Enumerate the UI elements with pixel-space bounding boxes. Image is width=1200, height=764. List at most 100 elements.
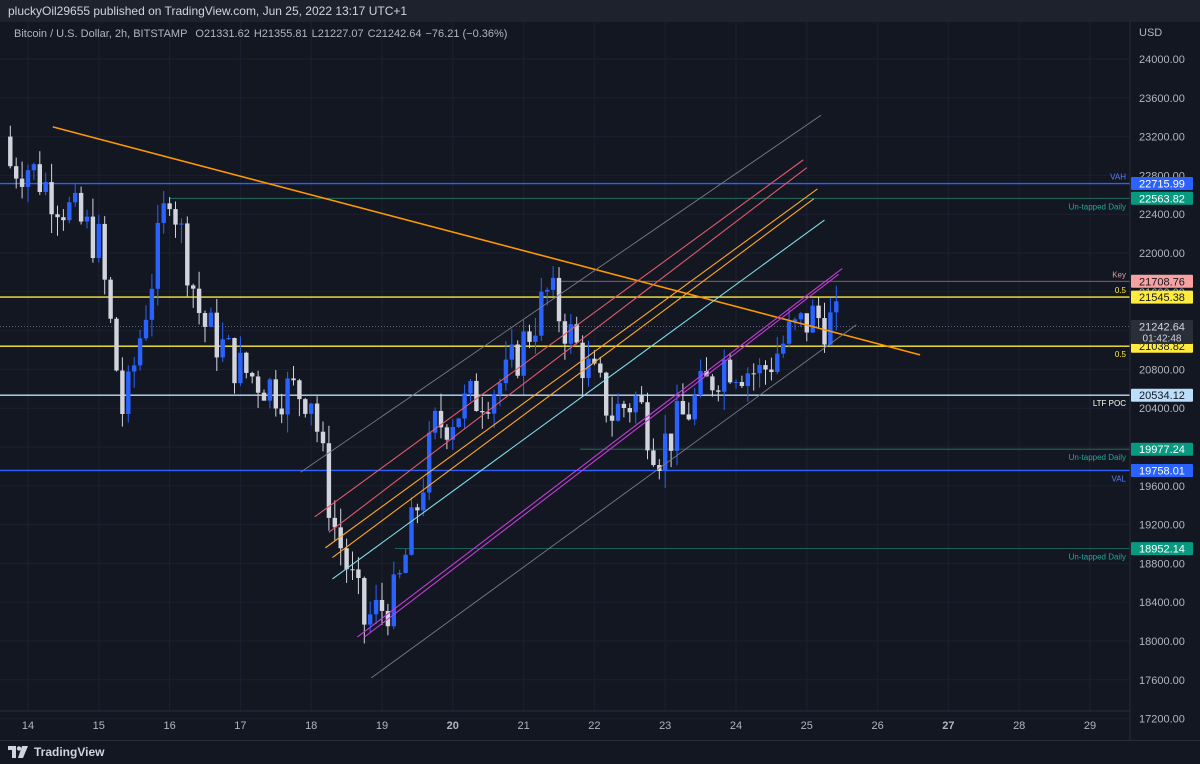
candle-body: [102, 223, 107, 280]
candle-body: [527, 331, 532, 342]
candle-body: [480, 411, 485, 413]
candle-body: [220, 339, 225, 358]
candle-body: [627, 408, 632, 413]
price-tick-label: 17200.00: [1139, 714, 1185, 726]
candle-body: [362, 578, 367, 625]
candle-body: [356, 569, 361, 579]
price-tick-label: 23200.00: [1139, 132, 1185, 144]
price-label-bg: [1131, 388, 1193, 402]
time-tick-label: 27: [942, 720, 954, 732]
candle-body: [261, 392, 267, 401]
candle-body: [562, 321, 568, 344]
candle-body: [456, 418, 461, 427]
candle-body: [403, 554, 408, 573]
candle-body: [444, 427, 450, 440]
candle-body: [733, 382, 739, 384]
candle-body: [639, 395, 644, 403]
trendline-cyan: [332, 219, 825, 580]
price-label-text: 21708.76: [1139, 276, 1185, 288]
candle-body: [90, 216, 96, 259]
time-axis[interactable]: 14 15 16 17 18 19 20 21 22 23 24 25 26 27 28 29: [22, 720, 1096, 732]
tradingview-logo[interactable]: TradingView: [8, 745, 104, 759]
candle-body: [834, 301, 839, 313]
candle-body: [804, 313, 809, 333]
candle-body: [173, 209, 178, 225]
candle-body: [297, 380, 302, 400]
candle-body: [645, 402, 650, 451]
trendline-orange-downtrend: [52, 126, 921, 356]
level-tag: LTF POC: [1093, 399, 1126, 408]
candle-body: [31, 164, 37, 171]
price-label-bg: [1131, 191, 1193, 205]
candle-body: [114, 318, 119, 371]
candle-body: [810, 305, 815, 333]
candle-body: [763, 365, 768, 370]
candle-body: [338, 527, 343, 549]
time-tick-label: 22: [588, 720, 600, 732]
time-tick-label: 25: [801, 720, 813, 732]
candle-body: [55, 214, 60, 218]
candle-body: [757, 365, 762, 374]
candle-body: [108, 279, 113, 319]
tradingview-brand: TradingView: [34, 745, 105, 759]
candle-body: [61, 217, 66, 221]
candle-body: [379, 599, 385, 611]
candle-body: [73, 192, 78, 203]
candle-body: [739, 382, 745, 387]
level-tag: 0.5: [1115, 350, 1127, 359]
candle-body: [214, 312, 219, 358]
candle-body: [244, 352, 249, 373]
tradingview-logo-icon: [8, 746, 28, 758]
candle-body: [37, 164, 42, 192]
candle-body: [727, 359, 733, 383]
trendline-channel-lower-gray: [371, 324, 857, 679]
price-tick-label: 18400.00: [1139, 597, 1185, 609]
candle-body: [132, 365, 137, 372]
candle-body: [432, 410, 438, 433]
price-tick-label: 18000.00: [1139, 636, 1185, 648]
candles: [8, 125, 839, 644]
time-tick-label: 17: [234, 720, 246, 732]
candle-body: [775, 353, 780, 373]
candle-body: [161, 203, 166, 223]
candle-body: [604, 372, 609, 416]
candle-body: [196, 288, 202, 314]
price-label-text: 21242.64: [1139, 321, 1185, 333]
low-value: L21227.07: [311, 28, 364, 40]
time-tick-label: 28: [1013, 720, 1025, 732]
price-tick-label: 19200.00: [1139, 520, 1185, 532]
time-tick-label: 29: [1084, 720, 1096, 732]
candle-body: [474, 380, 479, 412]
candle-body: [120, 370, 125, 415]
candle-body: [556, 277, 562, 322]
candle-body: [137, 338, 143, 366]
candle-body: [533, 335, 538, 342]
price-chart[interactable]: VAH Un-tapped Daily Key 0.5 0.5 LTF POC Un-tap…: [0, 22, 1200, 740]
candle-body: [226, 338, 231, 340]
candle-body: [326, 443, 332, 518]
candle-body: [391, 574, 396, 627]
trendline-red-2: [328, 167, 808, 533]
candle-body: [486, 412, 491, 414]
symbol-name[interactable]: Bitcoin / U.S. Dollar, 2h, BITSTAMP: [14, 28, 188, 40]
price-axis[interactable]: 24000.0023600.0023200.0022800.0022400.00…: [1139, 54, 1185, 740]
candle-body: [450, 426, 455, 440]
candle-body: [332, 517, 337, 528]
candle-body: [574, 324, 579, 343]
candle-body: [350, 569, 355, 571]
price-label-text: 21038.82: [1139, 341, 1185, 353]
candle-body: [769, 369, 774, 373]
candle-body: [751, 373, 756, 375]
trendline-red-1: [314, 159, 804, 518]
trendline-channel-upper-gray: [300, 114, 822, 473]
candle-body: [49, 182, 54, 215]
footer-bar: [0, 740, 1200, 764]
countdown-text: 01:42:48: [1143, 333, 1182, 344]
candle-body: [415, 507, 420, 511]
price-label-text: 22715.99: [1139, 179, 1185, 191]
candle-body: [291, 378, 296, 381]
candle-body: [397, 572, 402, 575]
candle-body: [586, 358, 591, 379]
candle-body: [344, 548, 349, 570]
price-label-text: 18952.14: [1139, 544, 1185, 556]
